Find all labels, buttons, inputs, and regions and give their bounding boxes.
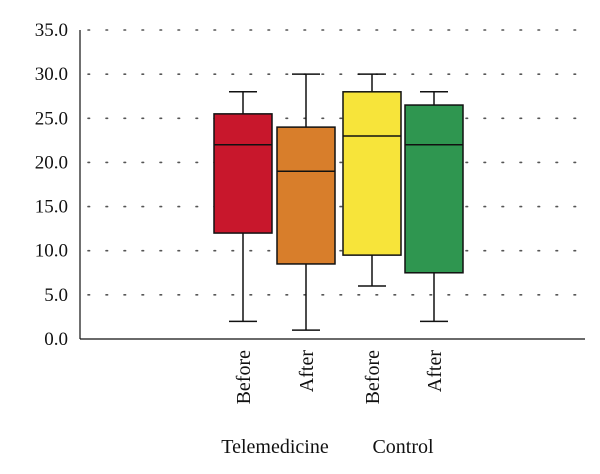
category-label-after: After: [296, 350, 318, 393]
category-labels: Before After Before After: [233, 350, 446, 405]
box-telemedicine-after: [276, 73, 336, 331]
box-control-before: [342, 73, 402, 287]
category-label-after: After: [424, 350, 446, 393]
gridlines: [87, 29, 586, 296]
group-label-telemedicine: Telemedicine: [221, 436, 329, 458]
y-tick-labels: 0.0 5.0 10.0 15.0 20.0 25.0 30.0 35.0: [35, 20, 68, 350]
box-control-after: [404, 91, 464, 323]
y-tick-label: 30.0: [35, 64, 68, 85]
y-tick-label: 25.0: [35, 108, 68, 129]
iqr-box: [276, 126, 336, 265]
axes: [79, 30, 585, 340]
y-tick-label: 5.0: [44, 285, 68, 306]
boxes: [213, 73, 464, 331]
y-tick-label: 10.0: [35, 241, 68, 262]
y-tick-label: 35.0: [35, 20, 68, 41]
y-tick-label: 15.0: [35, 197, 68, 218]
iqr-box: [342, 91, 402, 256]
y-tick-label: 20.0: [35, 152, 68, 173]
category-label-before: Before: [362, 350, 384, 405]
iqr-box: [213, 113, 273, 234]
box-telemedicine-before: [213, 91, 273, 323]
category-label-before: Before: [233, 350, 255, 405]
group-labels: Telemedicine Control: [221, 436, 434, 458]
group-label-control: Control: [372, 436, 434, 458]
iqr-box: [404, 104, 464, 274]
y-tick-label: 0.0: [44, 329, 68, 350]
